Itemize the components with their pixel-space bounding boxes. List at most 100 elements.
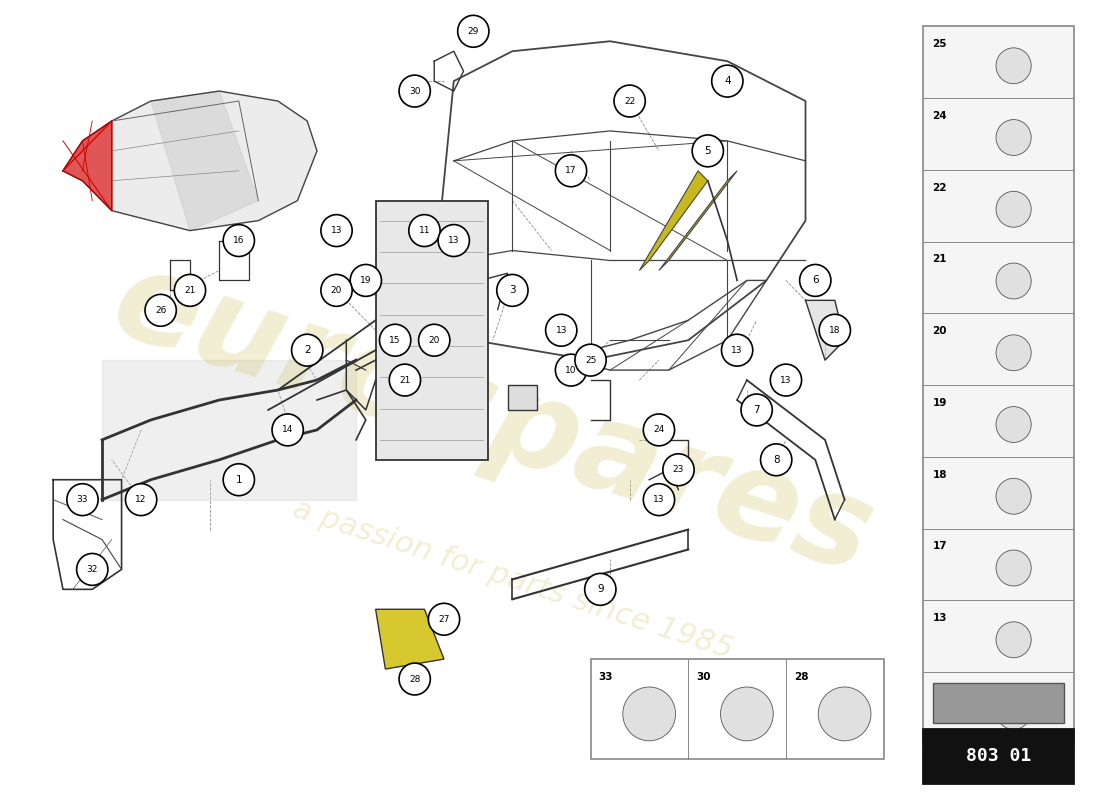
Text: 18: 18 [829, 326, 840, 334]
Circle shape [223, 464, 254, 496]
Circle shape [145, 294, 176, 326]
Circle shape [174, 274, 206, 306]
Circle shape [497, 274, 528, 306]
Polygon shape [639, 170, 707, 270]
Circle shape [272, 414, 304, 446]
Text: 13: 13 [653, 495, 664, 504]
Circle shape [800, 265, 830, 296]
Text: eurospares: eurospares [98, 240, 888, 599]
Circle shape [321, 274, 352, 306]
Circle shape [996, 622, 1031, 658]
Circle shape [623, 687, 675, 741]
Text: 12: 12 [933, 685, 947, 695]
Text: 19: 19 [360, 276, 372, 285]
Circle shape [379, 324, 410, 356]
Text: 13: 13 [933, 614, 947, 623]
FancyBboxPatch shape [923, 26, 1075, 744]
FancyBboxPatch shape [375, 201, 488, 460]
Text: 2: 2 [304, 345, 310, 355]
Circle shape [389, 364, 420, 396]
Text: 16: 16 [233, 236, 244, 245]
Text: 11: 11 [419, 226, 430, 235]
Circle shape [996, 550, 1031, 586]
Text: 13: 13 [780, 375, 792, 385]
Text: 21: 21 [185, 286, 196, 295]
Polygon shape [805, 300, 845, 360]
Text: 1: 1 [235, 474, 242, 485]
Text: 15: 15 [389, 336, 400, 345]
Circle shape [67, 484, 98, 515]
Text: 24: 24 [653, 426, 664, 434]
Circle shape [996, 119, 1031, 155]
Circle shape [223, 225, 254, 257]
Circle shape [996, 335, 1031, 370]
Text: 17: 17 [565, 166, 576, 175]
Circle shape [350, 265, 382, 296]
Text: 29: 29 [468, 26, 478, 36]
Circle shape [419, 324, 450, 356]
Circle shape [996, 406, 1031, 442]
Text: 20: 20 [933, 326, 947, 336]
Polygon shape [375, 610, 444, 669]
Text: 28: 28 [409, 674, 420, 683]
Text: 19: 19 [933, 398, 947, 408]
Text: 14: 14 [282, 426, 294, 434]
Circle shape [438, 225, 470, 257]
Text: 13: 13 [448, 236, 460, 245]
Text: 13: 13 [732, 346, 742, 354]
Text: 28: 28 [794, 672, 808, 682]
Polygon shape [659, 170, 737, 270]
FancyBboxPatch shape [507, 385, 537, 410]
Text: 9: 9 [597, 584, 604, 594]
Text: 10: 10 [565, 366, 576, 374]
Circle shape [996, 478, 1031, 514]
FancyBboxPatch shape [923, 729, 1075, 784]
Circle shape [692, 135, 724, 167]
Polygon shape [151, 91, 258, 230]
Circle shape [292, 334, 322, 366]
Polygon shape [63, 91, 317, 230]
Circle shape [712, 65, 743, 97]
Circle shape [614, 85, 646, 117]
Text: 23: 23 [673, 466, 684, 474]
Text: 30: 30 [409, 86, 420, 95]
Circle shape [818, 687, 871, 741]
Text: 8: 8 [773, 454, 780, 465]
Circle shape [77, 554, 108, 586]
Circle shape [399, 75, 430, 107]
Circle shape [996, 48, 1031, 84]
Circle shape [996, 191, 1031, 227]
Text: 33: 33 [598, 672, 613, 682]
Text: 13: 13 [331, 226, 342, 235]
Circle shape [820, 314, 850, 346]
Text: 25: 25 [933, 39, 947, 50]
Text: 22: 22 [624, 97, 636, 106]
Text: 21: 21 [933, 254, 947, 265]
FancyBboxPatch shape [591, 659, 883, 758]
Text: 6: 6 [812, 275, 818, 286]
Circle shape [644, 484, 674, 515]
Text: a passion for parts since 1985: a passion for parts since 1985 [288, 494, 736, 664]
Circle shape [321, 214, 352, 246]
Circle shape [760, 444, 792, 476]
Text: 33: 33 [77, 495, 88, 504]
Text: 20: 20 [429, 336, 440, 345]
Circle shape [644, 414, 674, 446]
Text: 803 01: 803 01 [966, 747, 1031, 766]
Text: 25: 25 [585, 356, 596, 365]
Text: 18: 18 [933, 470, 947, 480]
Circle shape [428, 603, 460, 635]
Circle shape [458, 15, 488, 47]
Text: 12: 12 [135, 495, 146, 504]
Circle shape [546, 314, 576, 346]
Text: 7: 7 [754, 405, 760, 415]
Circle shape [399, 663, 430, 695]
Circle shape [720, 687, 773, 741]
Text: 22: 22 [933, 182, 947, 193]
Text: 3: 3 [509, 286, 516, 295]
Text: 4: 4 [724, 76, 730, 86]
Circle shape [741, 394, 772, 426]
Text: 20: 20 [331, 286, 342, 295]
Circle shape [575, 344, 606, 376]
Text: 27: 27 [438, 614, 450, 624]
